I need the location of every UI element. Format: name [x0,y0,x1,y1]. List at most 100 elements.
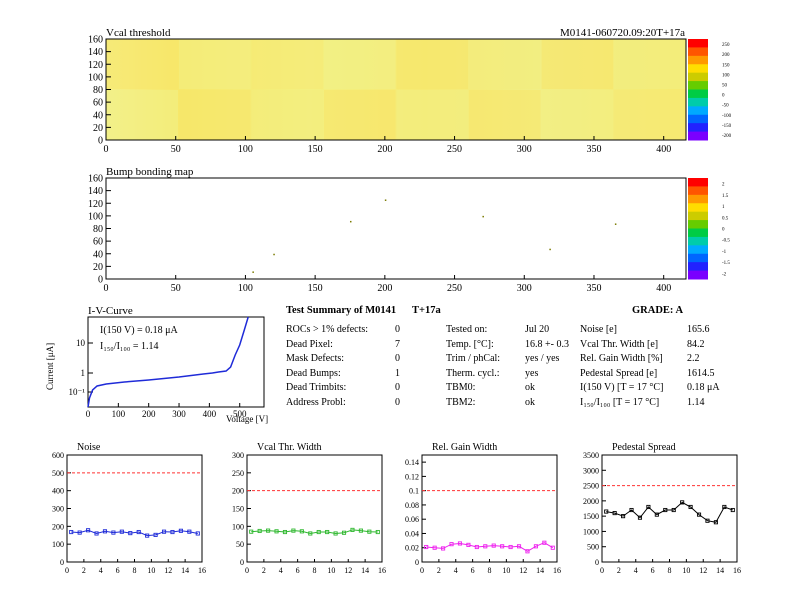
x-tick-label: 8 [668,566,672,575]
palette-band [688,39,708,48]
data-point [629,507,634,513]
roc-tile [541,39,613,89]
dead-pixel-label: Dead Pixel: [286,338,333,350]
x-tick-label: 6 [296,566,300,575]
y-tick-label: 3000 [583,466,599,475]
x-tick-label: 50 [171,144,181,155]
vcal-map-rocs [106,39,686,140]
chart-title: Noise [77,442,101,453]
palette-band [688,106,708,116]
roc-tile [396,90,468,140]
x-tick-label: 16 [553,566,561,575]
x-tick-label: 200 [377,144,392,155]
bump-palette: 2 1.5 1 0.5 0 -0.5 -1 -1.5 -2 [688,178,730,280]
x-tick-label: 300 [517,283,532,294]
data-point [508,544,513,550]
palette-band [688,64,708,74]
x-tick-label: 0 [104,283,109,294]
summary-tag: T+17a [412,305,441,316]
data-point [367,529,372,534]
x-tick-label: 0 [104,144,109,155]
bump-point [384,199,387,201]
roc-tile [106,90,178,140]
palette-label: -100 [722,114,732,119]
data-point [170,529,175,535]
y-tick-label: 2500 [583,482,599,491]
x-tick-label: 400 [656,283,671,294]
data-point [94,531,99,536]
vcal-thr-width-value: 84.2 [687,338,705,350]
y-tick-label: 2000 [583,497,599,506]
trim-phcal-label: Trim / phCal: [446,353,501,364]
tested-on-value: Jul 20 [525,324,550,335]
x-tick-label: 14 [361,566,369,575]
i150-label: I(150 V) [T = 17 °C] [580,382,664,393]
y-tick-label: 0.14 [405,458,419,467]
y-tick-label: 100 [52,540,64,549]
data-point [291,528,296,533]
iv-x-tick-label: 300 [172,409,186,419]
data-point [299,529,304,534]
roc-tile [541,90,613,140]
y-tick-label: 100 [232,522,244,531]
x-tick-label: 4 [279,566,283,575]
data-point [136,529,141,535]
iv-frame [87,316,265,408]
data-point [483,544,488,549]
data-point [145,533,150,538]
palette-band [688,211,708,221]
iv-curve-line [87,316,249,408]
palette-label: -150 [722,124,732,129]
bump-point [482,215,484,218]
palette-band [688,262,708,272]
iv-y-tick-label: 10⁻¹ [69,387,86,397]
summary-col2-values: Jul 20 16.8 +- 0.3 yes / yes yes ok ok [525,323,569,410]
palette-label: 1 [722,205,725,210]
series-line [71,529,198,537]
palette-band [688,194,708,204]
y-tick-label: 160 [88,174,103,185]
y-tick-label: 0.08 [405,501,419,510]
palette-label: 250 [722,43,730,48]
data-point [187,529,192,534]
i150-value: 0.18 μA [687,382,720,393]
y-tick-label: 120 [88,199,103,210]
x-tick-label: 2 [437,566,441,575]
data-point [69,529,74,535]
i-ratio-value: 1.14 [687,396,705,408]
data-point [266,528,271,533]
iv-x-tick-label: 400 [203,409,217,419]
y-tick-label: 100 [88,211,103,222]
summary-col3-labels: Noise [e] Vcal Thr. Width [e] Rel. Gain … [580,323,663,410]
data-point [730,507,735,513]
roc-tile [469,39,541,89]
pedestal-spread-label: Pedestal Spread [e] [580,367,658,379]
data-point [688,504,693,510]
mask-defects-label: Mask Defects: [286,353,345,364]
y-tick-label: 20 [93,262,103,273]
y-tick-label: 400 [52,487,64,496]
x-tick-label: 16 [198,566,206,575]
data-point [161,529,167,534]
y-tick-label: 200 [52,522,64,531]
data-point [550,545,555,550]
summary-col2-labels: Tested on: Temp. [°C]: Trim / phCal: The… [446,323,500,410]
data-point [358,528,363,533]
palette-label: 100 [722,73,730,78]
x-tick-label: 100 [238,283,253,294]
x-tick-label: 0 [420,566,424,575]
x-tick-label: 4 [634,566,638,575]
pedestal-spread-value: 1614.5 [687,367,715,379]
palette-band [688,89,708,99]
x-tick-label: 8 [488,566,492,575]
palette-band [688,203,708,213]
rel-gain-width-label: Rel. Gain Width [%] [580,353,663,364]
y-tick-label: 60 [93,98,103,109]
x-tick-label: 4 [454,566,458,575]
summary-col3-values: 165.6 84.2 2.2 1614.5 0.18 μA 1.14 [687,323,720,410]
data-point [713,520,718,525]
y-tick-label: 0 [595,558,599,567]
chart-title: Vcal Thr. Width [257,442,322,453]
